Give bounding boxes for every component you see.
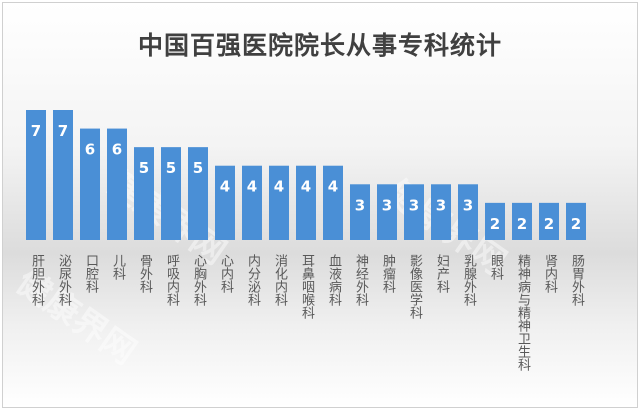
data-label: 3 [463,196,473,214]
category-label: 呼吸内科 [164,254,179,306]
category-label: 妇产科 [434,254,449,293]
category-label: 肝胆外科 [29,254,44,306]
bar [512,202,532,240]
category-label: 肾内科 [542,254,557,293]
data-label: 3 [355,196,365,214]
data-label: 7 [58,122,68,140]
data-label: 4 [274,178,284,196]
data-label: 2 [544,215,554,233]
category-label: 肿瘤科 [380,254,395,293]
category-label: 眼科 [488,254,503,280]
category-label: 心胸外科 [191,254,206,306]
data-label: 4 [301,178,311,196]
bar [458,184,478,240]
bar [80,128,100,240]
data-label: 6 [85,141,95,159]
bar [377,184,397,240]
category-label: 影像医学科 [407,254,422,319]
data-label: 4 [247,178,257,196]
category-label: 耳鼻咽喉科 [299,254,314,319]
bar [161,147,181,240]
category-label: 泌尿外科 [56,254,71,306]
data-label: 4 [220,178,230,196]
bar [485,202,505,240]
category-label: 儿科 [110,254,125,280]
data-label: 3 [436,196,446,214]
bar [215,165,235,240]
category-label: 骨外科 [137,254,152,293]
bar [107,128,127,240]
data-label: 2 [517,215,527,233]
category-label: 心内科 [218,254,233,293]
category-label: 肠胃外科 [569,254,584,306]
category-label: 精神病与精神卫生科 [515,254,530,371]
bar [188,147,208,240]
category-label: 消化内科 [272,254,287,306]
category-label: 内分泌科 [245,254,260,306]
chart-title: 中国百强医院院长从事专科统计 [137,31,502,60]
bar [134,147,154,240]
category-label: 口腔科 [83,254,98,293]
bar [269,165,289,240]
data-label: 4 [328,178,338,196]
bar [404,184,424,240]
bar [431,184,451,240]
bar [296,165,316,240]
data-label: 5 [193,159,203,177]
data-label: 2 [490,215,500,233]
category-label: 血液病科 [326,254,341,306]
data-label: 2 [571,215,581,233]
bar [242,165,262,240]
data-label: 5 [139,159,149,177]
data-label: 6 [112,141,122,159]
data-label: 3 [409,196,419,214]
bar [53,110,73,240]
bar [566,202,586,240]
data-label: 3 [382,196,392,214]
data-label: 5 [166,159,176,177]
bar [323,165,343,240]
data-label: 7 [31,122,41,140]
bar [26,110,46,240]
category-label: 神经外科 [353,254,368,306]
bar [539,202,559,240]
category-label: 乳腺外科 [461,254,476,306]
bar [350,184,370,240]
